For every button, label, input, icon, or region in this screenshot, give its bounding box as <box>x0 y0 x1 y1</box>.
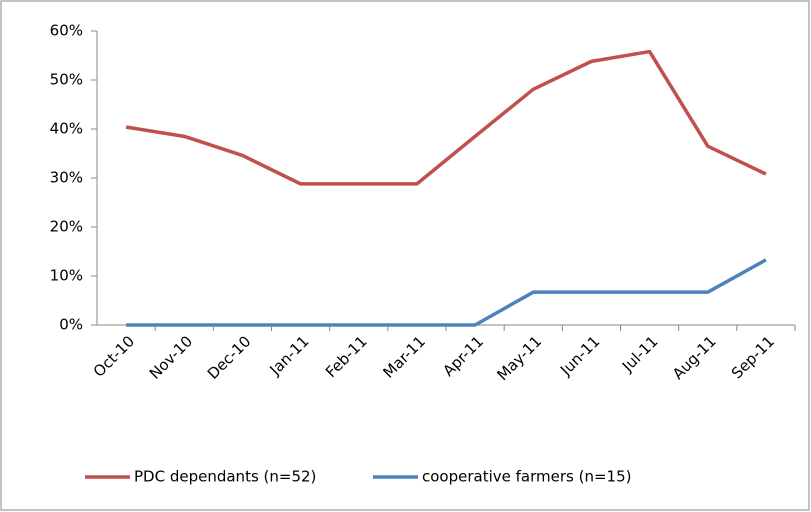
y-tick-label: 10% <box>50 267 83 285</box>
legend-label: PDC dependants (n=52) <box>134 468 316 486</box>
legend-label: cooperative farmers (n=15) <box>422 468 631 486</box>
y-tick-label: 20% <box>50 218 83 236</box>
y-tick-label: 40% <box>50 120 83 138</box>
series-line <box>125 49 767 186</box>
y-tick-label: 30% <box>50 169 83 187</box>
y-tick-label: 0% <box>59 316 83 334</box>
y-tick-label: 50% <box>50 71 83 89</box>
y-tick-label: 60% <box>50 22 83 40</box>
series-line <box>126 258 767 327</box>
